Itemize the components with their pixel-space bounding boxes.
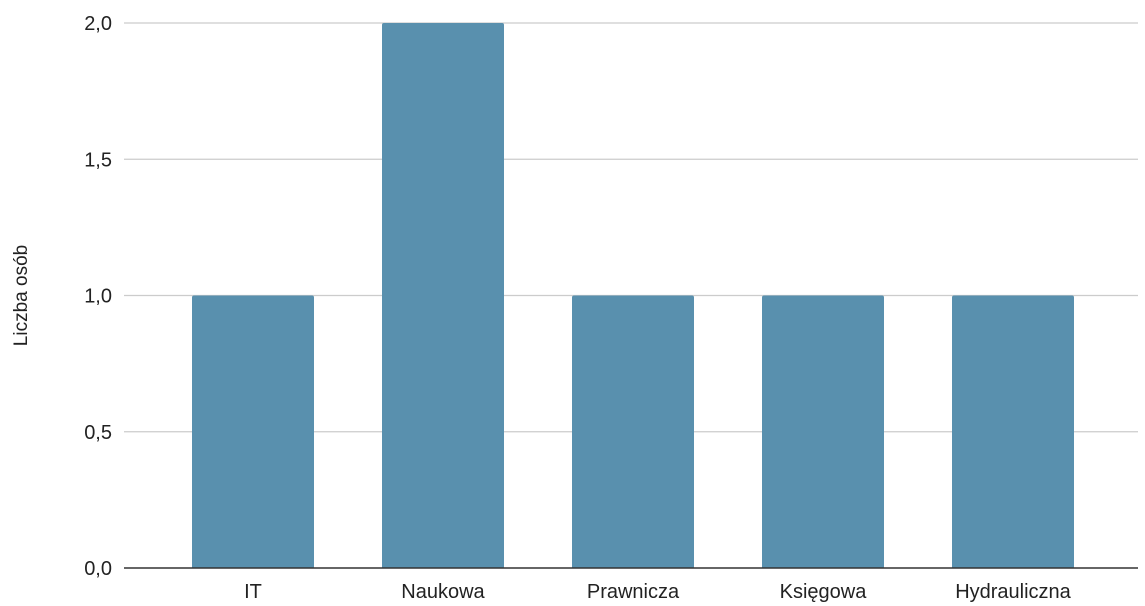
bar-hydrauliczna [952, 295, 1074, 568]
bars [192, 23, 1074, 568]
x-tick-label: IT [244, 581, 262, 603]
x-axis-ticks: IT Naukowa Prawnicza Księgowa Hydrauliczna [244, 581, 1072, 603]
x-tick-label: Hydrauliczna [955, 581, 1071, 603]
bar-prawnicza [572, 295, 694, 568]
y-axis-ticks: 0,0 0,5 1,0 1,5 2,0 [84, 13, 112, 580]
bar-księgowa [762, 295, 884, 568]
y-tick-label: 0,5 [84, 422, 112, 444]
y-tick-label: 1,0 [84, 286, 112, 308]
x-tick-label: Naukowa [401, 581, 485, 603]
bar-naukowa [382, 23, 504, 568]
bar-it [192, 295, 314, 568]
y-tick-label: 2,0 [84, 13, 112, 35]
y-tick-label: 0,0 [84, 558, 112, 580]
x-tick-label: Prawnicza [587, 581, 680, 603]
x-tick-label: Księgowa [780, 581, 868, 603]
y-tick-label: 1,5 [84, 149, 112, 171]
y-axis-title: Liczba osób [11, 245, 32, 346]
